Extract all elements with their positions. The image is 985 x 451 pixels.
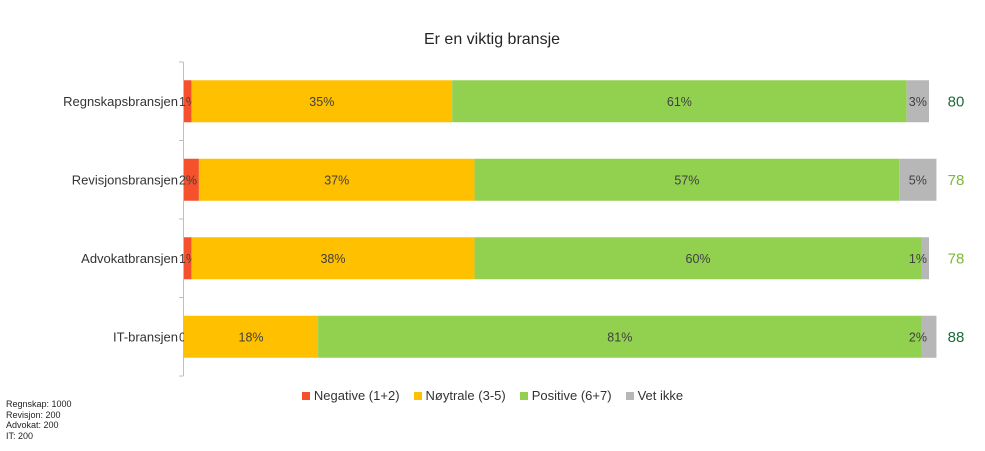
data-label: 1% (909, 252, 927, 266)
sample-size-regnskap: Regnskap: 1000 (6, 399, 72, 409)
category-label: Revisjonsbransjen (72, 172, 178, 187)
bar-segment (921, 237, 929, 280)
legend-label: Nøytrale (3-5) (425, 388, 506, 403)
legend-swatch (413, 391, 422, 400)
bar-segment (899, 158, 937, 201)
data-label: 38% (320, 252, 345, 266)
legend-item: Vet ikke (625, 388, 684, 403)
legend-label: Vet ikke (637, 388, 684, 403)
bar-segment (184, 315, 319, 358)
legend-item: Positive (6+7) (519, 388, 612, 403)
data-label: 18% (239, 330, 264, 344)
chart-legend: Negative (1+2) Nøytrale (3-5) Positive (6+… (0, 388, 985, 403)
bar-segment (474, 237, 922, 280)
sample-size-it: IT: 200 (6, 430, 34, 441)
legend-swatch (301, 391, 310, 400)
bar-segment (184, 237, 192, 280)
legend-label: Positive (6+7) (531, 388, 612, 403)
score-value: 88 (948, 329, 965, 346)
data-label: 35% (309, 95, 334, 109)
data-label: 57% (674, 173, 699, 187)
bar-segment (184, 158, 199, 201)
sample-size-note: Regnskap: 1000 Revisjon: 200 Advokat: 20… (6, 399, 72, 441)
bar-segment (191, 80, 453, 123)
bar-segment (452, 80, 907, 123)
data-label: 5% (909, 173, 927, 187)
category-label: IT-bransjen (113, 329, 178, 344)
data-label: 3% (909, 95, 927, 109)
sample-size-revisjon: Revisjon: 200 (6, 409, 61, 420)
data-label: 2% (909, 330, 927, 344)
data-label: 37% (324, 173, 349, 187)
data-label: 60% (686, 252, 711, 266)
bar-segment (474, 158, 900, 201)
bar-segment (906, 80, 929, 123)
sample-size-advokat: Advokat: 200 (6, 420, 59, 430)
chart-title: Er en viktig bransje (424, 31, 560, 48)
data-label: 81% (607, 330, 632, 344)
legend-swatch (625, 391, 634, 400)
score-value: 78 (948, 250, 965, 267)
bar-segment (184, 80, 192, 123)
legend-swatch (519, 391, 528, 400)
bar-segment (198, 158, 475, 201)
category-label: Regnskapsbransjen (63, 94, 178, 109)
score-value: 80 (948, 93, 965, 110)
bar-segment (921, 315, 937, 358)
score-value: 78 (948, 172, 965, 189)
bar-segment (191, 237, 475, 280)
legend-item: Negative (1+2) (301, 388, 400, 403)
bar-segment (318, 315, 922, 358)
category-label: Advokatbransjen (81, 251, 178, 266)
legend-label: Negative (1+2) (313, 388, 400, 403)
legend-item: Nøytrale (3-5) (413, 388, 506, 403)
data-label: 61% (667, 95, 692, 109)
data-label: 2% (179, 173, 197, 187)
